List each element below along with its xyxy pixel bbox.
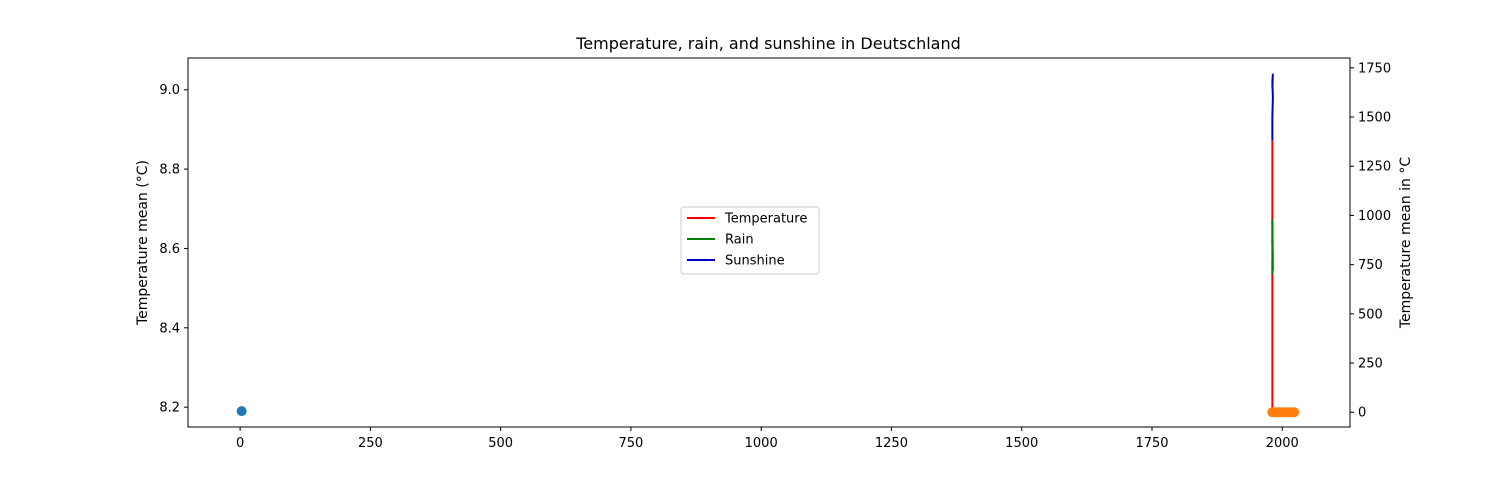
x-tick-label: 1750 <box>1135 436 1168 451</box>
y2-tick-label: 1000 <box>1358 209 1391 224</box>
x-tick-label: 1250 <box>875 436 908 451</box>
scatter-point-left <box>236 406 247 417</box>
x-tick-label: 750 <box>619 436 644 451</box>
y-tick-label: 9.0 <box>159 83 180 98</box>
x-tick-label: 0 <box>236 436 244 451</box>
y-tick-label: 8.6 <box>159 242 180 257</box>
legend-box <box>680 206 820 275</box>
series-line-sunshine <box>1271 73 1274 141</box>
y-tick-label: 8.8 <box>159 163 180 178</box>
y2-tick-label: 1500 <box>1358 111 1391 126</box>
y-tick-label: 8.4 <box>159 321 180 336</box>
scatter-point-right <box>1289 407 1300 418</box>
y2-tick-label: 0 <box>1358 406 1366 421</box>
x-tick-label: 1500 <box>1005 436 1038 451</box>
x-tick-label: 500 <box>488 436 513 451</box>
series-line-rain <box>1271 219 1274 275</box>
y2-tick-label: 750 <box>1358 258 1383 273</box>
y2-tick-label: 1250 <box>1358 160 1391 175</box>
x-tick-label: 250 <box>358 436 383 451</box>
series-layer <box>236 73 1300 418</box>
legend-label: Rain <box>725 233 754 248</box>
legend-label: Temperature <box>724 212 807 227</box>
x-tick-label: 2000 <box>1266 436 1299 451</box>
y-axis-label-right: Temperature mean in °C <box>1398 157 1414 329</box>
y2-tick-label: 1750 <box>1358 61 1391 76</box>
legend: Temperature Rain Sunshine <box>680 206 820 275</box>
y2-tick-label: 500 <box>1358 307 1383 322</box>
y-axis-label: Temperature mean (°C) <box>135 160 151 326</box>
plot-frame <box>187 57 1351 428</box>
x-tick-label: 1000 <box>745 436 778 451</box>
y2-tick-label: 250 <box>1358 357 1383 372</box>
x-axis: 0 250 500 750 1000 1250 1500 1750 2000 <box>236 427 1299 451</box>
chart-title: Temperature, rain, and sunshine in Deuts… <box>575 34 961 53</box>
y-axis-left: 8.2 8.4 8.6 8.8 9.0 <box>159 83 188 416</box>
y-axis-right: 0 250 500 750 1000 1250 1500 1750 <box>1350 61 1391 421</box>
legend-label: Sunshine <box>725 254 785 269</box>
y-tick-label: 8.2 <box>159 401 180 416</box>
